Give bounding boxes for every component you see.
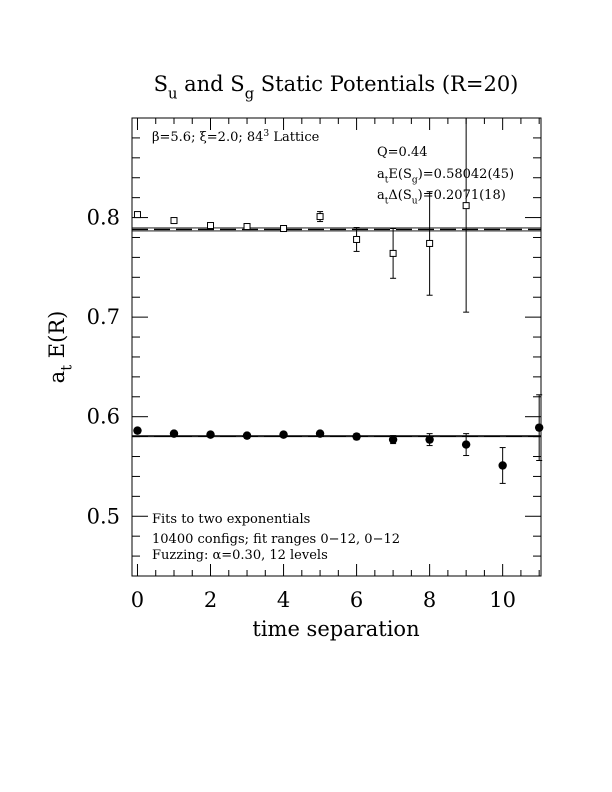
delta-annotation: atΔ(Su)=0.2071(18) (377, 188, 506, 207)
axis-ticks (132, 117, 541, 577)
text-part-0: β (152, 130, 160, 145)
text-part-3: =2.0; 84 (207, 130, 264, 145)
q-value-annotation: Q=0.44 (377, 145, 428, 160)
data-point (315, 429, 325, 438)
text-part-0: 10400 configs; fit ranges 0−12, 0−12 (152, 532, 400, 547)
data-point (461, 440, 471, 449)
data-point (206, 430, 215, 439)
y-tick-label: 0.8 (87, 206, 120, 230)
text-part-1: t (385, 197, 389, 207)
text-part-1: t (385, 176, 389, 186)
data-point (353, 235, 361, 243)
data-point (243, 223, 251, 231)
text-part-4: )=0.58042(45) (418, 167, 514, 182)
y-tick-label: 0.6 (87, 405, 120, 429)
annotations: β=5.6; ξ=2.0; 843 Lattice Q=0.44 atE(Sg)… (152, 129, 514, 563)
text-part-0: a (45, 371, 69, 384)
text-part-3: g (412, 176, 418, 186)
plot-area (131, 117, 544, 577)
data-point (279, 430, 288, 439)
fit-info-line-1: Fits to two exponentials (152, 512, 310, 527)
text-part-0: a (377, 188, 385, 203)
data-point (207, 222, 215, 230)
series-0 (133, 117, 470, 313)
data-point (388, 435, 398, 444)
y-tick-label: 0.5 (87, 504, 120, 528)
lattice-annotation: β=5.6; ξ=2.0; 843 Lattice (152, 129, 320, 145)
x-tick-labels: 0 2 4 6 8 10 (131, 588, 516, 612)
x-tick-label: 2 (204, 588, 217, 612)
text-part-2: and S (177, 72, 244, 96)
x-axis-label: time separation (252, 617, 419, 641)
text-part-3: u (412, 197, 418, 207)
text-part-3: g (245, 85, 254, 102)
text-part-5: Lattice (269, 130, 319, 145)
text-part-2: Δ(S (388, 188, 411, 203)
energy-annotation: atE(Sg)=0.58042(45) (377, 167, 514, 186)
data-point (280, 225, 288, 233)
x-tick-label: 8 (423, 588, 436, 612)
data-point (534, 423, 544, 432)
text-part-1: u (168, 85, 177, 102)
data-point (242, 431, 252, 440)
data-series (133, 117, 544, 484)
text-part-1: =5.6; (160, 130, 200, 145)
data-point (389, 249, 397, 257)
text-part-0: S (154, 72, 168, 96)
data-point (133, 211, 141, 219)
y-tick-label: 0.7 (87, 305, 120, 329)
data-point (352, 432, 361, 441)
y-tick-labels: 0.5 0.6 0.7 0.8 (87, 206, 120, 529)
y-axis-label: at E(R) (45, 311, 75, 384)
text-part-0: a (377, 167, 385, 182)
text-part-0: Fuzzing: (152, 548, 212, 563)
data-point (462, 202, 470, 210)
text-part-1: t (58, 365, 75, 371)
data-point (426, 239, 434, 247)
x-tick-label: 0 (131, 588, 144, 612)
text-part-2: =0.30, 12 levels (221, 548, 328, 563)
data-point (170, 217, 178, 225)
x-tick-label: 10 (489, 588, 516, 612)
text-part-0: Fits to two exponentials (152, 512, 310, 527)
data-point (498, 461, 507, 470)
text-part-4: )=0.2071(18) (418, 188, 506, 203)
text-part-1: α (212, 548, 221, 563)
text-part-4: 3 (263, 129, 269, 139)
text-part-2: E(S (388, 167, 411, 182)
plot-frame (131, 117, 542, 577)
series-1 (133, 394, 544, 484)
data-point (169, 429, 179, 438)
x-tick-label: 4 (277, 588, 290, 612)
chart-title: Su and Sg Static Potentials (R=20) (154, 72, 519, 102)
data-point (425, 435, 434, 444)
fit-info-line-2: 10400 configs; fit ranges 0−12, 0−12 (152, 532, 400, 547)
text-part-4: Static Potentials (R=20) (254, 72, 518, 96)
x-tick-label: 6 (350, 588, 363, 612)
text-part-2: E(R) (45, 311, 69, 365)
fit-bands (132, 227, 541, 438)
data-point (316, 213, 324, 221)
data-point (133, 426, 142, 435)
fit-info-line-3: Fuzzing: α=0.30, 12 levels (152, 548, 328, 563)
text-part-2: ξ (200, 130, 207, 145)
